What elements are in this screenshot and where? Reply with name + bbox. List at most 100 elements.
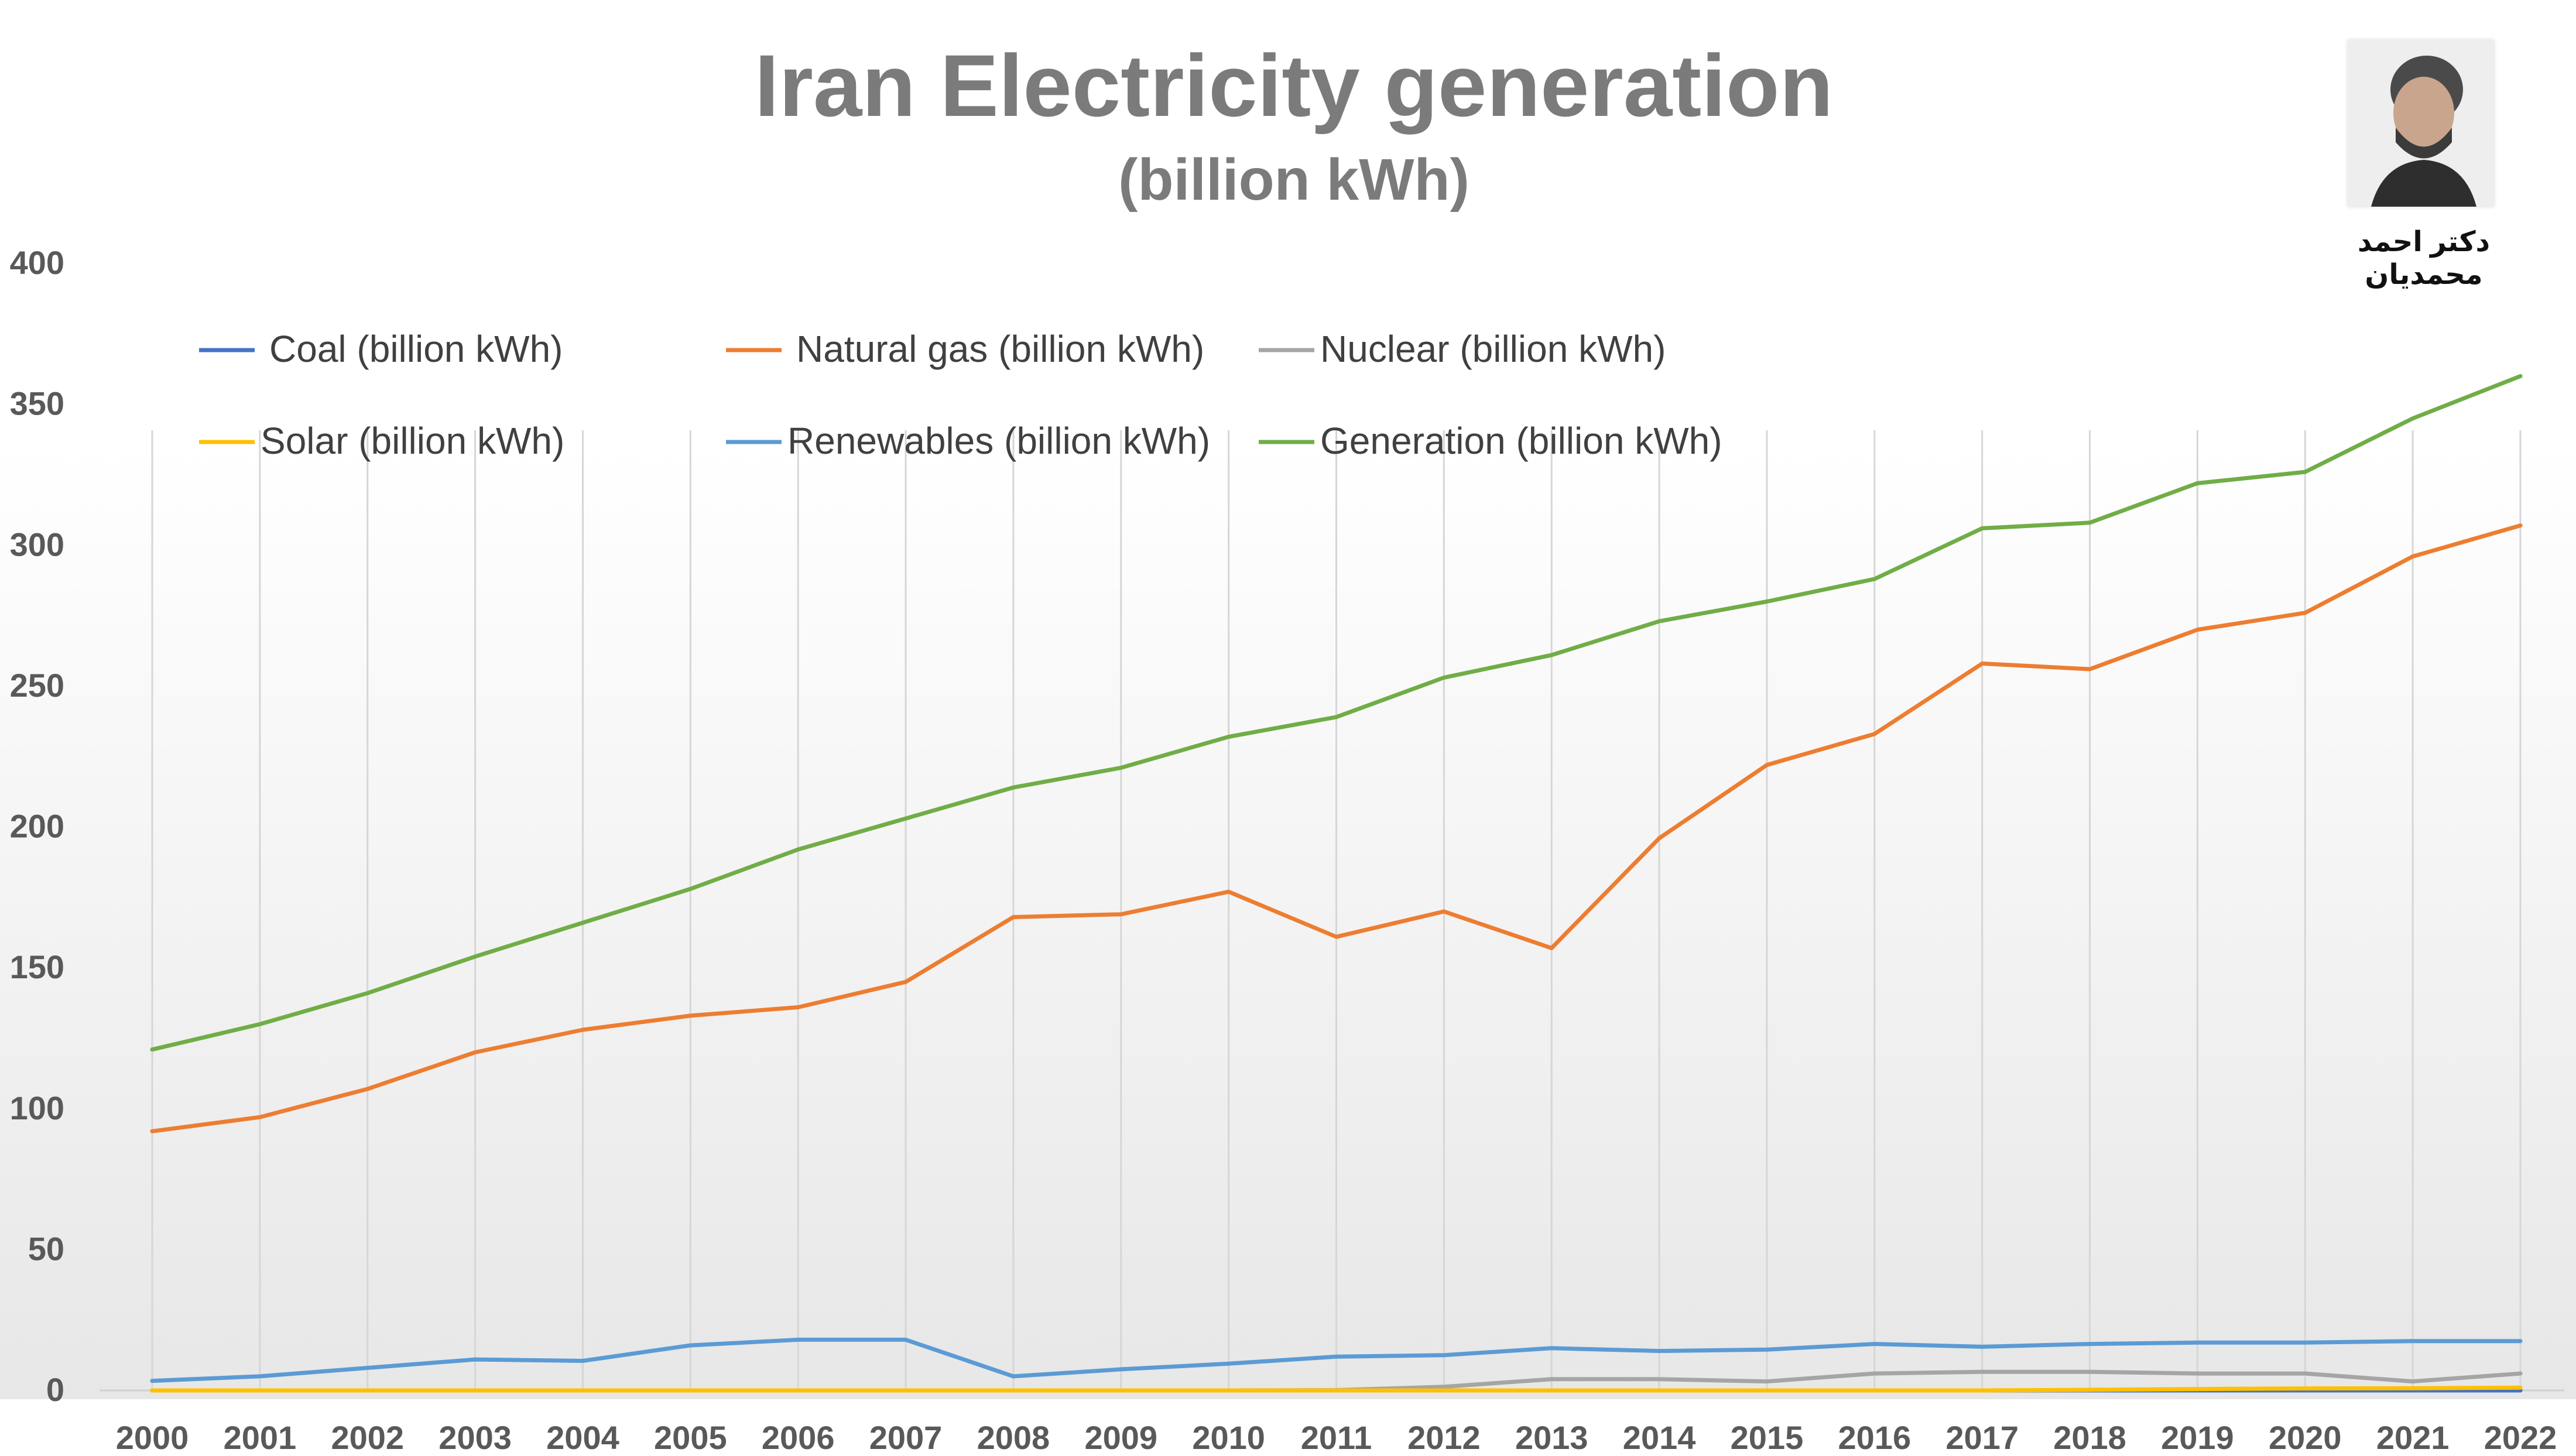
data-point — [1980, 1369, 1985, 1374]
author-photo — [2348, 40, 2494, 207]
x-axis-ticks: 2000 2001 2002 2003 2004 2005 2006 2007 2008 2009… — [116, 1419, 2557, 1456]
data-point — [258, 1022, 262, 1026]
x-tick-label: 2018 — [2053, 1419, 2126, 1456]
y-tick-label: 0 — [46, 1371, 64, 1408]
data-point — [2088, 1369, 2092, 1374]
x-tick-label: 2000 — [116, 1419, 189, 1456]
y-axis-ticks: 0 50 100 150 200 250 300 350 400 — [10, 244, 64, 1408]
data-point — [1227, 889, 1231, 894]
data-point — [1119, 1367, 1123, 1372]
data-point — [1011, 915, 1016, 919]
data-point — [150, 1388, 155, 1393]
data-point — [1119, 765, 1123, 770]
series-lines — [150, 374, 2523, 1393]
x-tick-label: 2014 — [1623, 1419, 1696, 1456]
x-tick-label: 2008 — [977, 1419, 1050, 1456]
data-point — [1980, 661, 1985, 666]
x-tick-label: 2022 — [2484, 1419, 2557, 1456]
data-point — [796, 1388, 800, 1393]
data-point — [903, 816, 908, 821]
x-tick-label: 2019 — [2161, 1419, 2234, 1456]
x-tick-label: 2001 — [224, 1419, 297, 1456]
data-point — [1334, 1388, 1338, 1393]
data-point — [365, 1366, 370, 1370]
data-point — [1872, 577, 1877, 581]
data-point — [473, 1388, 478, 1393]
data-point — [1765, 1347, 1769, 1352]
data-point — [2410, 1386, 2415, 1390]
y-tick-label: 200 — [10, 808, 64, 845]
data-point — [473, 1050, 478, 1054]
data-point — [1549, 653, 1554, 657]
x-tick-label: 2005 — [654, 1419, 727, 1456]
data-point — [1119, 1388, 1123, 1393]
data-point — [580, 1358, 585, 1363]
legend-label: Natural gas (billion kWh) — [796, 328, 1204, 370]
data-point — [1549, 945, 1554, 950]
data-point — [2410, 416, 2415, 421]
plot-background — [0, 445, 2576, 1399]
data-point — [1872, 1371, 1877, 1376]
x-tick-label: 2020 — [2269, 1419, 2342, 1456]
data-point — [688, 886, 693, 891]
data-point — [2088, 520, 2092, 525]
data-point — [2195, 1371, 2200, 1376]
data-point — [2195, 481, 2200, 485]
y-tick-label: 300 — [10, 526, 64, 563]
data-point — [1441, 675, 1446, 680]
author-name: دکتر احمد محمدیان — [2357, 227, 2491, 290]
data-point — [2303, 1386, 2307, 1391]
data-point — [1980, 1344, 1985, 1349]
data-point — [1657, 836, 1662, 841]
data-point — [1872, 1388, 1877, 1393]
x-tick-label: 2006 — [762, 1419, 835, 1456]
data-point — [1980, 526, 1985, 530]
data-point — [903, 1388, 908, 1393]
data-point — [2410, 554, 2415, 559]
data-point — [2303, 470, 2307, 474]
data-point — [150, 1379, 155, 1383]
x-tick-label: 2016 — [1838, 1419, 1912, 1456]
data-point — [2088, 667, 2092, 672]
data-point — [258, 1374, 262, 1379]
data-point — [473, 1357, 478, 1362]
data-point — [1765, 1379, 1769, 1384]
data-point — [903, 979, 908, 984]
data-point — [473, 954, 478, 959]
data-point — [1119, 912, 1123, 917]
data-point — [2303, 1371, 2307, 1376]
chart-subtitle: (billion kWh) — [1118, 147, 1469, 213]
data-point — [2518, 1385, 2523, 1390]
x-tick-label: 2015 — [1731, 1419, 1804, 1456]
data-point — [1657, 619, 1662, 623]
data-point — [1334, 934, 1338, 939]
data-point — [1441, 1385, 1446, 1389]
legend: Coal (billion kWh) Natural gas (billion k… — [199, 328, 1722, 462]
data-point — [903, 1337, 908, 1342]
data-point — [2303, 611, 2307, 615]
data-point — [1657, 1349, 1662, 1354]
data-point — [2195, 1340, 2200, 1345]
data-point — [2195, 1387, 2200, 1392]
data-point — [2303, 1340, 2307, 1345]
y-tick-label: 150 — [10, 948, 64, 985]
data-point — [688, 1013, 693, 1018]
data-point — [2410, 1379, 2415, 1384]
data-point — [1872, 732, 1877, 736]
data-point — [2410, 1339, 2415, 1344]
legend-label: Nuclear (billion kWh) — [1320, 328, 1666, 370]
legend-label: Coal (billion kWh) — [269, 328, 563, 370]
data-point — [580, 920, 585, 925]
data-point — [1441, 1353, 1446, 1358]
data-point — [2518, 1371, 2523, 1376]
x-tick-label: 2009 — [1084, 1419, 1157, 1456]
data-point — [1549, 1377, 1554, 1382]
x-tick-label: 2012 — [1407, 1419, 1481, 1456]
data-point — [1334, 1354, 1338, 1359]
data-point — [1227, 1361, 1231, 1366]
data-point — [796, 1337, 800, 1342]
data-point — [2518, 1339, 2523, 1344]
data-point — [2195, 628, 2200, 632]
x-tick-label: 2010 — [1192, 1419, 1265, 1456]
